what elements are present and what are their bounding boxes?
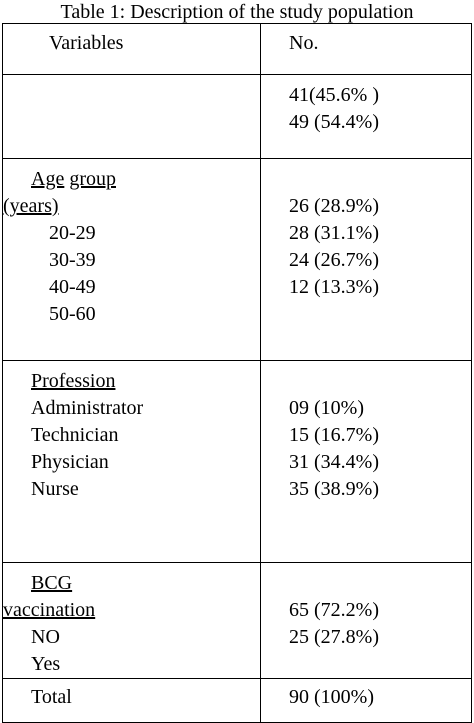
vaccination-heading: vaccination: [3, 597, 260, 624]
bcg-word: BCG: [31, 572, 73, 594]
bcg-value: 65 (72.2%): [289, 599, 379, 621]
bcg-value: 25 (27.8%): [289, 626, 379, 648]
bcg-values-cell: 65 (72.2%) 25 (27.8%): [260, 562, 472, 679]
header-variables: Variables: [2, 23, 261, 75]
profession-values-cell: 09 (10%) 15 (16.7%) 31 (34.4%) 35 (38.9%…: [260, 360, 472, 563]
bcg-heading: BCG: [3, 570, 260, 597]
spacer: [289, 570, 471, 597]
age-label-cell: Age group (years) 20-29 30-39 40-49 50-6…: [2, 158, 261, 361]
age-values-cell: 26 (28.9%) 28 (31.1%) 24 (26.7%) 12 (13.…: [260, 158, 472, 361]
age-years-label: (years): [3, 193, 260, 220]
sex-value: 41(45.6% ): [289, 84, 379, 106]
bcg-category: NO: [31, 626, 60, 648]
age-category: 50-60: [49, 303, 96, 325]
age-category: 20-29: [49, 222, 96, 244]
profession-label-cell: Profession Administrator Technician Phys…: [2, 360, 261, 563]
table-row-sex: 41(45.6% ) 49 (54.4%): [2, 74, 472, 159]
total-label: Total: [2, 678, 261, 723]
vaccination-word: vaccination: [3, 599, 96, 621]
study-population-table: Variables No. 41(45.6% ) 49 (54.4%) Age …: [2, 23, 472, 723]
age-category: 40-49: [49, 276, 96, 298]
profession-value: 35 (38.9%): [289, 478, 379, 500]
table-row-profession: Profession Administrator Technician Phys…: [2, 360, 472, 563]
age-category: 30-39: [49, 249, 96, 271]
total-value: 90 (100%): [260, 678, 472, 723]
profession-value: 31 (34.4%): [289, 451, 379, 473]
table-row-total: Total 90 (100%): [2, 678, 472, 723]
profession-value: 15 (16.7%): [289, 424, 379, 446]
table-caption: Table 1: Description of the study popula…: [60, 1, 414, 23]
spacer: [289, 166, 471, 193]
profession-value: 09 (10%): [289, 397, 364, 419]
profession-label: Profession: [31, 370, 116, 392]
sex-label-cell: [2, 74, 261, 159]
age-value: 24 (26.7%): [289, 249, 379, 271]
sex-values-cell: 41(45.6% ) 49 (54.4%): [260, 74, 472, 159]
table-header-row: Variables No.: [2, 23, 472, 75]
profession-heading: Profession: [3, 368, 260, 395]
group-word: group: [69, 168, 116, 190]
profession-category: Physician: [31, 451, 109, 473]
bcg-label-cell: BCG vaccination NO Yes: [2, 562, 261, 679]
years-text: (years): [3, 195, 59, 217]
age-value: 12 (13.3%): [289, 276, 379, 298]
profession-category: Technician: [31, 424, 119, 446]
age-word: Age: [31, 168, 65, 190]
profession-category: Nurse: [31, 478, 79, 500]
table-row-bcg: BCG vaccination NO Yes 65 (72.2%) 25 (27…: [2, 562, 472, 679]
age-value: 28 (31.1%): [289, 222, 379, 244]
age-group-heading: Age group: [3, 166, 260, 193]
table-row-age: Age group (years) 20-29 30-39 40-49 50-6…: [2, 158, 472, 361]
header-no: No.: [260, 23, 472, 75]
bcg-category: Yes: [31, 653, 61, 675]
profession-category: Administrator: [31, 397, 144, 419]
age-value: 26 (28.9%): [289, 195, 379, 217]
sex-value: 49 (54.4%): [289, 111, 379, 133]
spacer: [289, 368, 471, 395]
